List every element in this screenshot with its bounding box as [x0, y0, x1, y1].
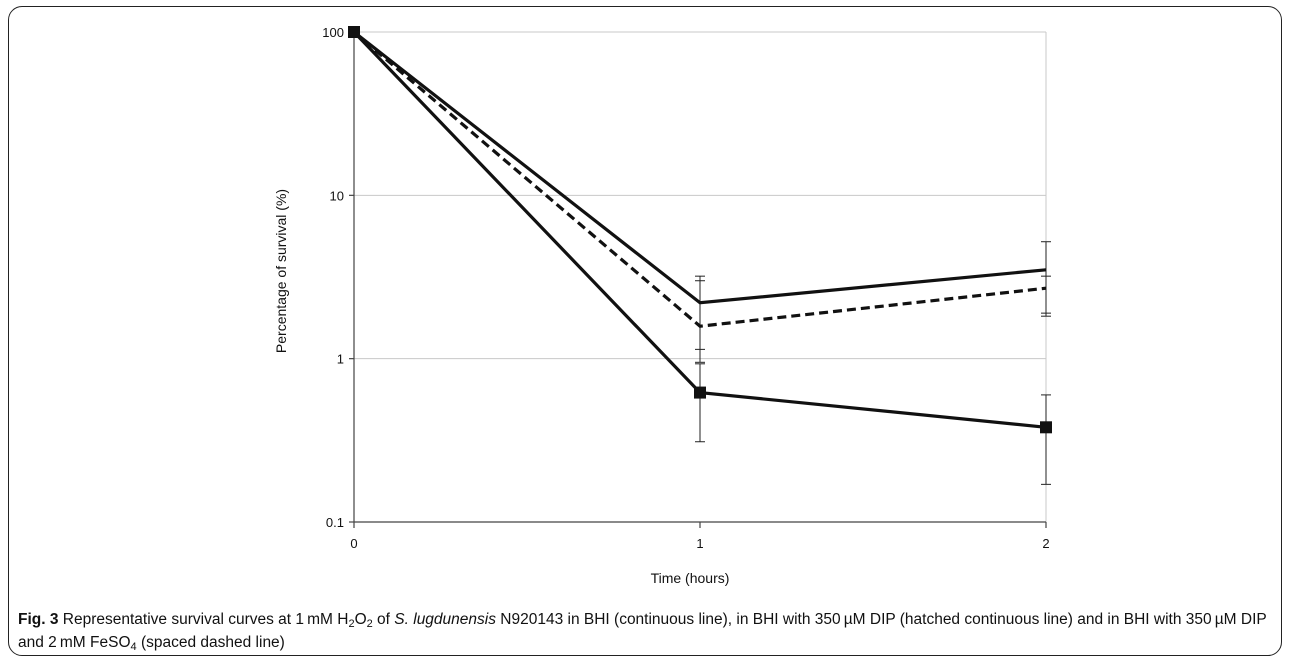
caption-text-3: of [372, 611, 395, 628]
data-point-marker [348, 26, 360, 38]
figure-label: Fig. 3 [18, 611, 59, 628]
caption-species: S. lugdunensis [394, 611, 496, 628]
y-axis-label: Percentage of survival (%) [273, 189, 289, 353]
caption-sub-2: 2 [366, 618, 373, 630]
series-line-2 [353, 30, 1047, 305]
y-tick-label: 100 [322, 25, 344, 40]
data-point-marker [694, 386, 706, 399]
x-tick-label: 0 [350, 536, 357, 551]
figure-caption: Fig. 3 Representative survival curves at… [18, 608, 1268, 654]
caption-text-2: O [354, 611, 367, 628]
x-tick-label: 2 [1042, 536, 1049, 551]
caption-sub-1: 2 [348, 618, 355, 630]
caption-sub-3: 4 [130, 641, 137, 653]
y-tick-label: 0.1 [326, 515, 344, 530]
data-point-marker [1040, 421, 1052, 434]
caption-text-1: Representative survival curves at 1 mM H [58, 611, 349, 628]
caption-text-5: (spaced dashed line) [136, 634, 285, 651]
figure-frame [8, 6, 1282, 656]
y-tick-label: 10 [330, 188, 344, 203]
y-tick-label: 1 [337, 352, 344, 367]
series-line-3 [352, 30, 1047, 328]
series-markers [348, 26, 1052, 434]
survival-chart: 0.1 1 10 100 0 1 2 Time (hours) Percentage of … [273, 25, 1052, 586]
tick-labels: 0.1 1 10 100 0 1 2 [322, 25, 1049, 551]
x-tick-label: 1 [696, 536, 703, 551]
error-bars [695, 241, 1051, 485]
caption-text-4: N920143 in BHI (continuous line), in BHI… [18, 611, 1267, 651]
x-axis-label: Time (hours) [651, 570, 730, 586]
